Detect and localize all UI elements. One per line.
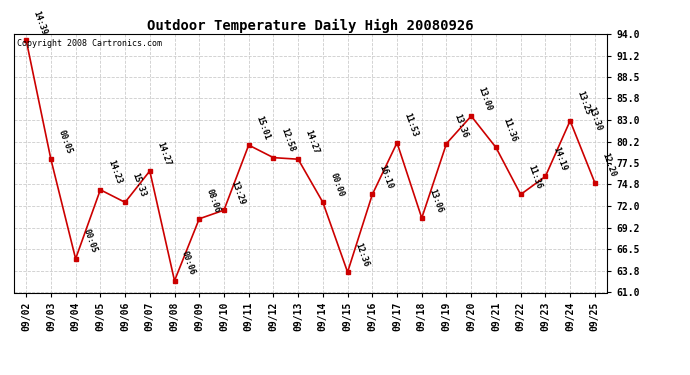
- Text: 14:39: 14:39: [32, 9, 49, 36]
- Text: 11:36: 11:36: [502, 117, 518, 143]
- Text: 14:19: 14:19: [551, 146, 568, 172]
- Text: 12:58: 12:58: [279, 127, 296, 153]
- Text: 12:36: 12:36: [353, 242, 370, 268]
- Text: 08:06: 08:06: [205, 188, 221, 214]
- Text: 13:00: 13:00: [477, 86, 494, 112]
- Text: 00:06: 00:06: [180, 250, 197, 277]
- Text: 13:29: 13:29: [230, 179, 246, 206]
- Text: 15:01: 15:01: [254, 114, 271, 141]
- Text: 16:10: 16:10: [378, 164, 395, 190]
- Text: 13:30: 13:30: [586, 105, 604, 132]
- Text: 11:36: 11:36: [526, 164, 543, 190]
- Title: Outdoor Temperature Daily High 20080926: Outdoor Temperature Daily High 20080926: [147, 18, 474, 33]
- Text: 00:05: 00:05: [81, 228, 98, 255]
- Text: 13:36: 13:36: [452, 113, 469, 140]
- Text: 12:20: 12:20: [600, 152, 618, 178]
- Text: 14:27: 14:27: [304, 129, 321, 155]
- Text: 00:05: 00:05: [57, 129, 73, 155]
- Text: 11:53: 11:53: [402, 112, 420, 139]
- Text: 13:25: 13:25: [575, 90, 593, 117]
- Text: 15:33: 15:33: [130, 172, 148, 198]
- Text: 13:06: 13:06: [427, 187, 444, 214]
- Text: Copyright 2008 Cartronics.com: Copyright 2008 Cartronics.com: [17, 39, 161, 48]
- Text: 14:27: 14:27: [155, 140, 172, 167]
- Text: 00:00: 00:00: [328, 172, 346, 198]
- Text: 14:23: 14:23: [106, 159, 123, 186]
